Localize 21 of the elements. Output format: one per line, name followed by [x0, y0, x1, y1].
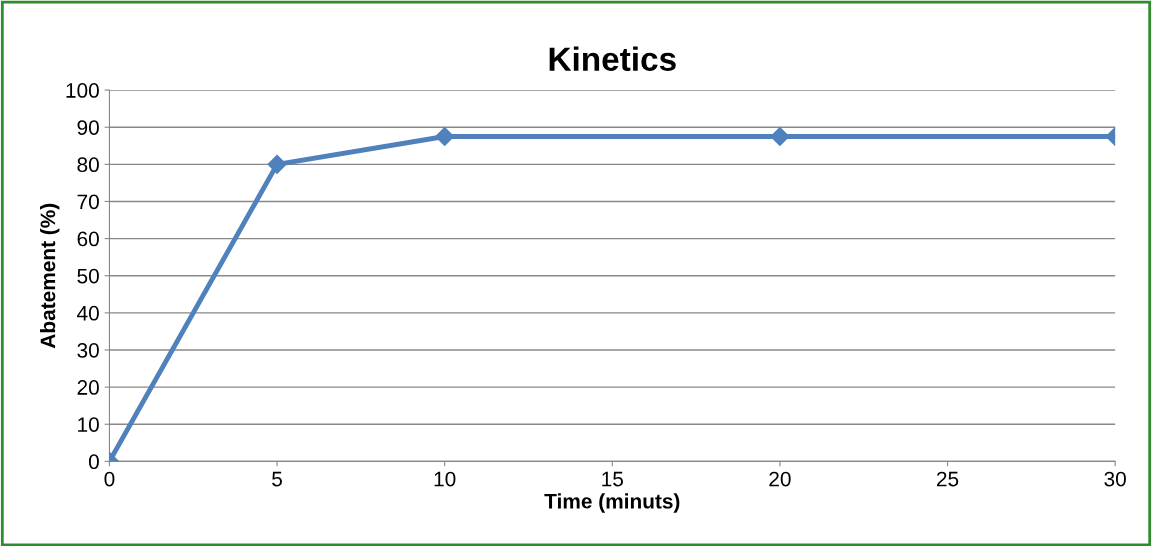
y-tick-label: 40 [77, 305, 99, 321]
y-axis-title: Abatement (%) [39, 203, 60, 349]
y-tick-label: 10 [78, 417, 99, 432]
y-tick-label: 100 [66, 83, 99, 98]
y-tick-label: 70 [77, 194, 99, 210]
y-tick-label: 90 [77, 120, 99, 135]
x-tick-label: 20 [769, 471, 791, 487]
y-tick-label: 30 [77, 342, 99, 358]
x-tick-label: 25 [936, 471, 959, 487]
x-tick-label: 30 [1104, 471, 1126, 487]
x-tick-label: 5 [272, 471, 282, 487]
y-tick-label: 60 [77, 231, 99, 247]
x-axis-title: Time (minuts) [544, 493, 680, 513]
chart-title: Kinetics [549, 46, 676, 71]
y-tick-label: 20 [77, 380, 99, 395]
x-tick-label: 0 [104, 471, 115, 487]
y-tick-label: 50 [77, 268, 99, 284]
y-tick-label: 80 [77, 157, 99, 173]
x-tick-label: 10 [434, 471, 456, 487]
x-tick-label: 15 [602, 471, 623, 487]
y-tick-label: 0 [88, 454, 99, 470]
